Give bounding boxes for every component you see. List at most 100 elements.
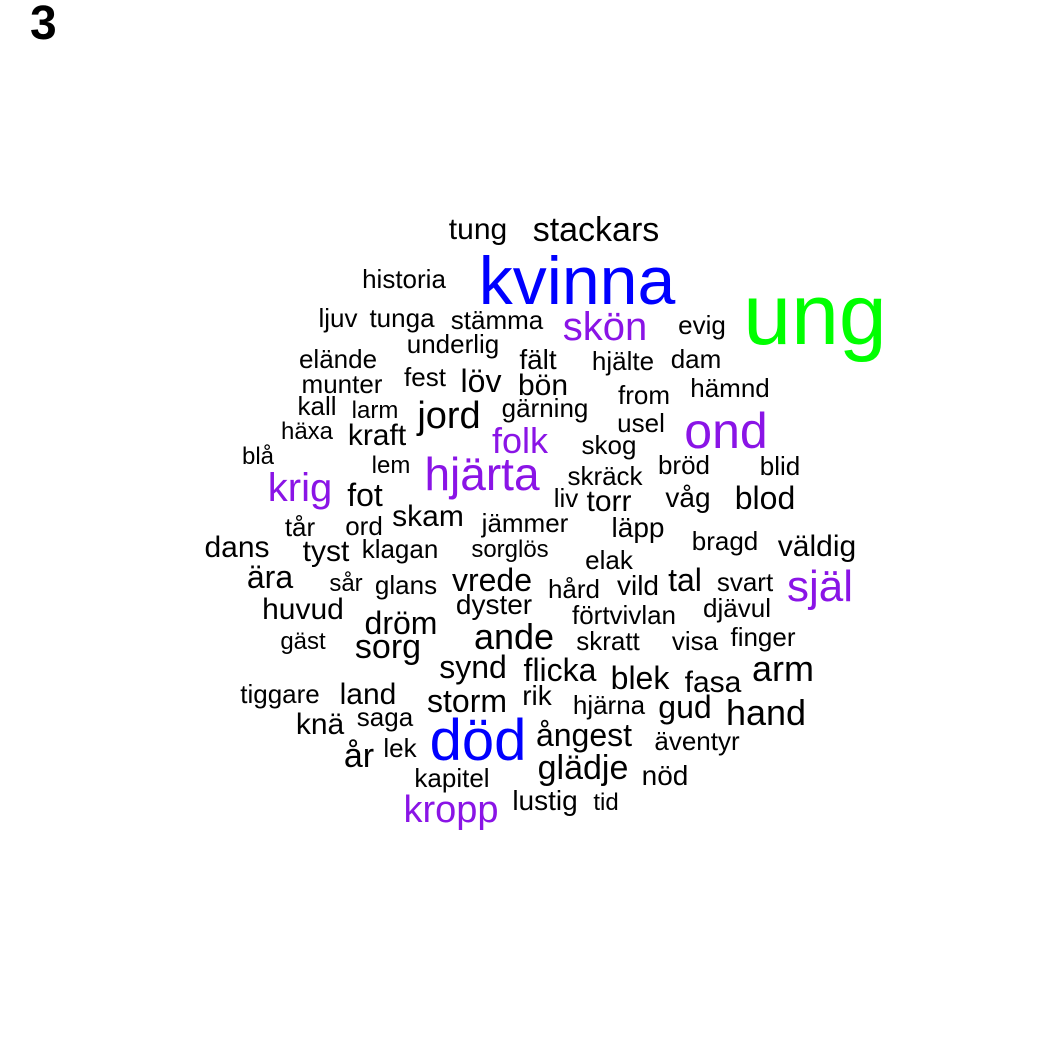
word-46: tår <box>284 512 316 542</box>
word-50: läpp <box>611 512 665 543</box>
word-69: djävul <box>703 593 771 623</box>
word-80: arm <box>752 648 814 689</box>
word-97: nöd <box>641 760 689 791</box>
word-68: förtvivlan <box>571 600 677 630</box>
word-62: hård <box>547 574 601 604</box>
word-40: blid <box>759 451 801 481</box>
word-79: blek <box>610 660 670 696</box>
word-59: sår <box>329 570 363 597</box>
word-60: glans <box>374 570 438 600</box>
word-7: krig <box>267 466 333 510</box>
word-8: själ <box>786 562 854 611</box>
word-32: usel <box>617 408 665 438</box>
word-41: fot <box>347 477 383 513</box>
word-49: jämmer <box>481 508 569 538</box>
word-30: jord <box>417 395 481 437</box>
word-22: munter <box>301 369 383 399</box>
word-94: lek <box>383 733 417 763</box>
word-45: blod <box>734 480 796 516</box>
word-70: dröm <box>364 605 438 641</box>
word-88: hand <box>725 692 807 733</box>
word-2: död <box>429 708 527 773</box>
word-16: evig <box>678 310 726 340</box>
word-91: ångest <box>535 717 633 753</box>
word-3: skön <box>562 305 648 349</box>
word-23: fest <box>404 362 446 392</box>
word-1: kvinna <box>478 243 676 319</box>
word-64: tal <box>668 562 702 598</box>
word-28: kall <box>297 391 337 421</box>
word-11: stackars <box>532 211 660 249</box>
word-13: ljuv <box>318 303 358 333</box>
word-67: dyster <box>455 589 533 620</box>
word-10: tung <box>448 213 508 246</box>
word-55: klagan <box>361 534 439 564</box>
word-90: saga <box>356 702 414 732</box>
word-27: from <box>618 380 670 410</box>
word-37: lem <box>371 452 411 479</box>
word-71: gäst <box>280 628 326 655</box>
word-24: löv <box>460 363 502 399</box>
word-98: lustig <box>512 785 578 816</box>
word-93: år <box>343 737 375 775</box>
word-0: ung <box>743 267 887 363</box>
word-77: synd <box>439 649 507 685</box>
word-51: bragd <box>691 526 759 556</box>
word-95: glädje <box>537 749 629 787</box>
word-84: storm <box>427 683 507 719</box>
word-18: elände <box>298 344 378 374</box>
word-29: larm <box>351 397 399 424</box>
word-6: hjärta <box>424 448 540 500</box>
word-76: finger <box>730 622 796 652</box>
word-99: tid <box>593 789 619 816</box>
word-57: elak <box>585 545 633 575</box>
panel-label: 3 <box>30 0 57 50</box>
word-19: fält <box>519 344 557 375</box>
word-44: våg <box>665 482 711 513</box>
word-48: skam <box>392 500 464 533</box>
word-14: tunga <box>369 303 435 333</box>
word-35: skog <box>581 430 637 460</box>
word-33: häxa <box>280 418 334 445</box>
word-96: kapitel <box>414 763 490 793</box>
word-53: dans <box>204 531 270 564</box>
word-36: blå <box>241 443 275 470</box>
word-58: ära <box>246 559 294 595</box>
word-86: hjärna <box>572 690 646 720</box>
word-34: kraft <box>347 419 407 452</box>
word-12: historia <box>362 264 446 294</box>
word-42: liv <box>553 483 579 513</box>
word-61: vrede <box>451 562 533 598</box>
word-72: sorg <box>354 628 422 666</box>
word-47: ord <box>345 511 383 541</box>
word-15: stämma <box>450 305 544 335</box>
word-54: tyst <box>302 535 350 568</box>
word-83: land <box>339 678 397 711</box>
word-9: kropp <box>403 789 499 831</box>
word-31: gärning <box>501 393 589 423</box>
word-4: ond <box>684 403 768 459</box>
word-26: hämnd <box>690 373 770 403</box>
word-38: skräck <box>567 461 643 491</box>
word-20: hjälte <box>591 346 655 376</box>
word-82: tiggare <box>240 679 320 709</box>
word-89: knä <box>295 708 345 741</box>
word-63: vild <box>616 570 660 601</box>
word-25: bön <box>517 369 569 402</box>
word-43: torr <box>586 485 632 518</box>
word-56: sorglös <box>471 536 549 563</box>
word-85: rik <box>522 680 552 711</box>
word-92: äventyr <box>654 726 740 756</box>
word-52: väldig <box>777 530 857 563</box>
word-73: ande <box>473 616 555 657</box>
word-17: underlig <box>406 329 500 359</box>
word-78: flicka <box>523 652 597 688</box>
word-65: svart <box>716 567 774 597</box>
word-21: dam <box>670 344 722 374</box>
word-66: huvud <box>262 593 344 626</box>
word-87: gud <box>658 689 712 725</box>
word-75: visa <box>671 626 719 656</box>
word-81: fasa <box>684 666 742 699</box>
word-5: folk <box>491 420 549 461</box>
